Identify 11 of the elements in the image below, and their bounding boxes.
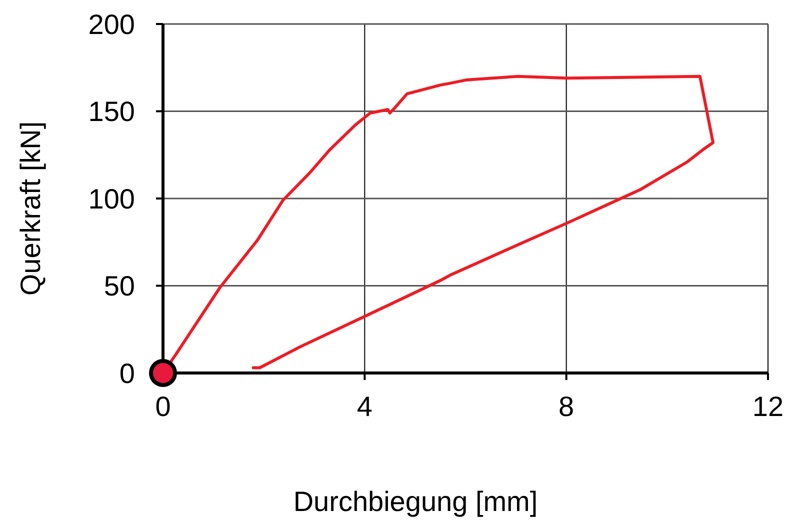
x-tick-label: 12 — [752, 391, 784, 422]
x-axis-title: Durchbiegung [mm] — [293, 486, 538, 517]
y-tick-label: 100 — [88, 183, 135, 214]
x-tick-label: 8 — [558, 391, 574, 422]
y-tick-label: 150 — [88, 96, 135, 128]
y-axis-title: Querkraft [kN] — [15, 121, 46, 296]
y-tick-label: 50 — [104, 270, 135, 302]
x-tick-label: 0 — [155, 391, 171, 422]
x-tick-label: 4 — [356, 391, 372, 422]
y-tick-label: 0 — [119, 358, 135, 389]
y-tick-label: 200 — [88, 8, 135, 40]
